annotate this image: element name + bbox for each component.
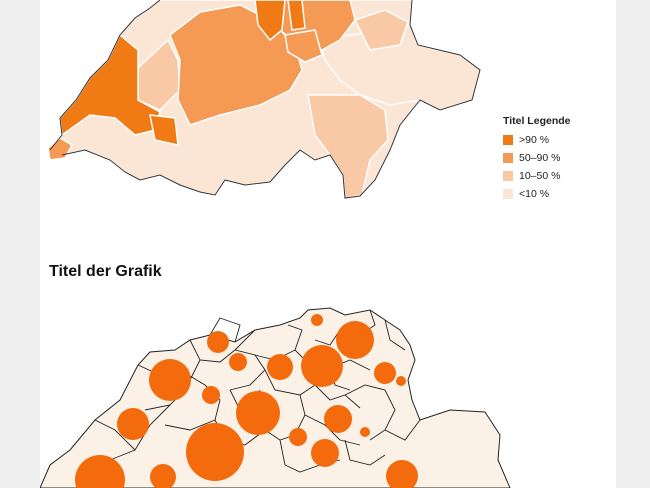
bubble xyxy=(117,408,149,440)
legend-item: 10–50 % xyxy=(503,167,571,185)
bubble xyxy=(207,331,229,353)
bubble xyxy=(229,353,247,371)
bubble xyxy=(336,321,374,359)
region-central xyxy=(264,0,356,51)
bubble xyxy=(75,455,125,488)
bubble xyxy=(360,427,370,437)
legend-label: 10–50 % xyxy=(519,170,561,182)
legend: Titel Legende >90 % 50–90 % 10–50 % <10 … xyxy=(503,115,571,203)
legend-swatch xyxy=(503,189,513,199)
bubble xyxy=(396,376,406,386)
legend-label: <10 % xyxy=(519,188,550,200)
bubble xyxy=(150,464,176,488)
choropleth-map xyxy=(47,0,481,199)
bubbles xyxy=(75,314,418,488)
legend-label: 50–90 % xyxy=(519,152,561,164)
legend-item: <10 % xyxy=(503,185,571,203)
region-aargau xyxy=(284,29,323,63)
region-north xyxy=(287,0,306,31)
bubble xyxy=(186,423,244,481)
bubble-map xyxy=(40,307,511,488)
legend-item: 50–90 % xyxy=(503,149,571,167)
legend-title: Titel Legende xyxy=(503,115,571,127)
bubble xyxy=(324,405,352,433)
page: Titel Legende >90 % 50–90 % 10–50 % <10 … xyxy=(40,0,616,488)
legend-label: >90 % xyxy=(519,134,550,146)
region-zurich-east xyxy=(353,9,409,51)
bubble xyxy=(311,439,339,467)
legend-item: >90 % xyxy=(503,131,571,149)
bubble xyxy=(311,314,323,326)
legend-swatch xyxy=(503,171,513,181)
bubble xyxy=(386,460,418,488)
bubble xyxy=(236,391,280,435)
region-ticino xyxy=(307,94,389,199)
bubble xyxy=(149,359,191,401)
bubble xyxy=(301,345,343,387)
legend-swatch xyxy=(503,135,513,145)
bubble xyxy=(267,354,293,380)
bubble xyxy=(202,386,220,404)
bubble xyxy=(374,362,396,384)
country-outline xyxy=(49,0,481,199)
region-wallis-west xyxy=(149,114,179,146)
region-basel xyxy=(254,0,286,42)
chart-title: Titel der Grafik xyxy=(49,263,162,280)
legend-swatch xyxy=(503,153,513,163)
bubble xyxy=(289,428,307,446)
